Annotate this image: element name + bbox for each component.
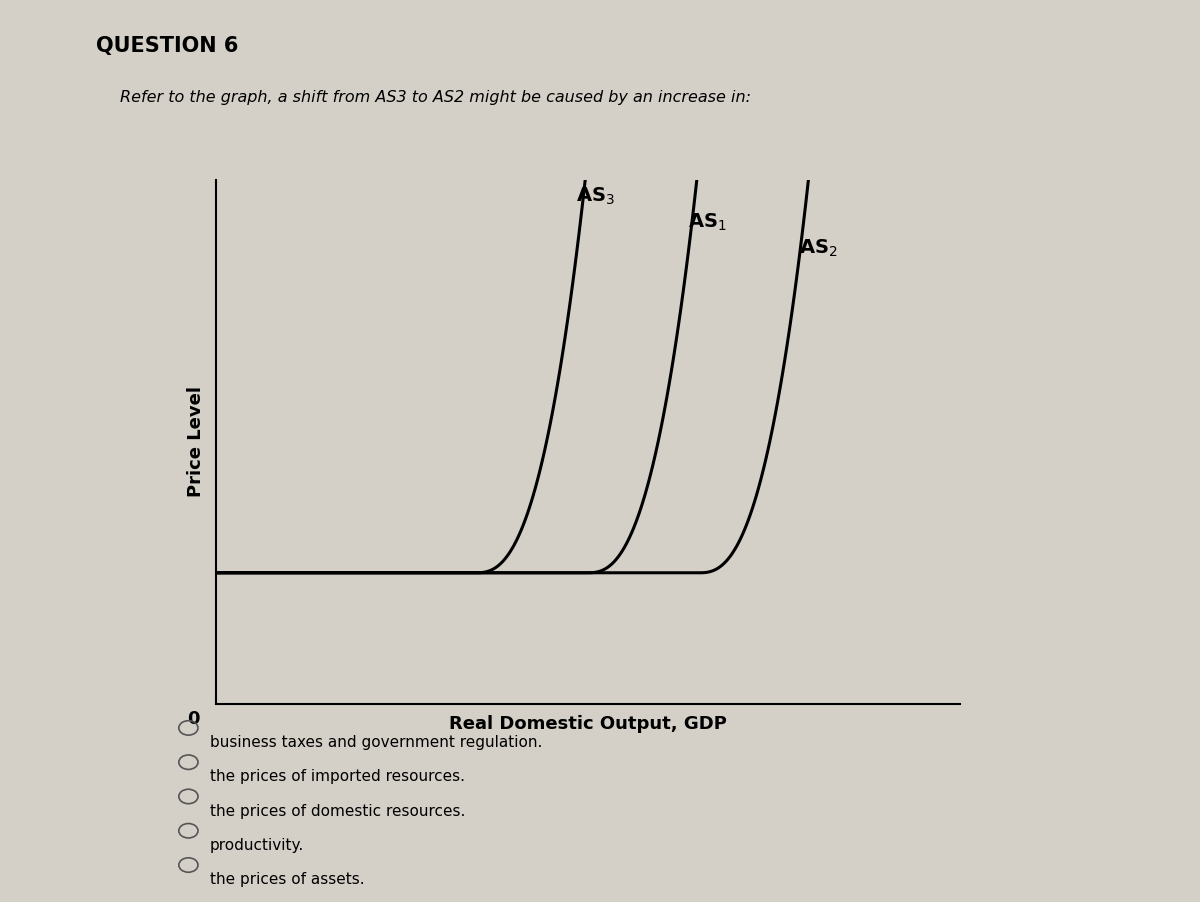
Text: business taxes and government regulation.: business taxes and government regulation…: [210, 735, 542, 750]
Text: the prices of domestic resources.: the prices of domestic resources.: [210, 804, 466, 819]
Text: productivity.: productivity.: [210, 838, 305, 853]
Text: QUESTION 6: QUESTION 6: [96, 36, 239, 56]
Text: AS$_2$: AS$_2$: [799, 237, 838, 259]
Y-axis label: Price Level: Price Level: [187, 386, 205, 498]
Text: the prices of assets.: the prices of assets.: [210, 872, 365, 888]
X-axis label: Real Domestic Output, GDP: Real Domestic Output, GDP: [449, 714, 727, 732]
Text: 0: 0: [187, 710, 200, 728]
Text: the prices of imported resources.: the prices of imported resources.: [210, 769, 466, 785]
Text: AS$_1$: AS$_1$: [688, 211, 726, 233]
Text: AS$_3$: AS$_3$: [576, 185, 614, 207]
Text: Refer to the graph, a shift from AS3 to AS2 might be caused by an increase in:: Refer to the graph, a shift from AS3 to …: [120, 90, 751, 106]
